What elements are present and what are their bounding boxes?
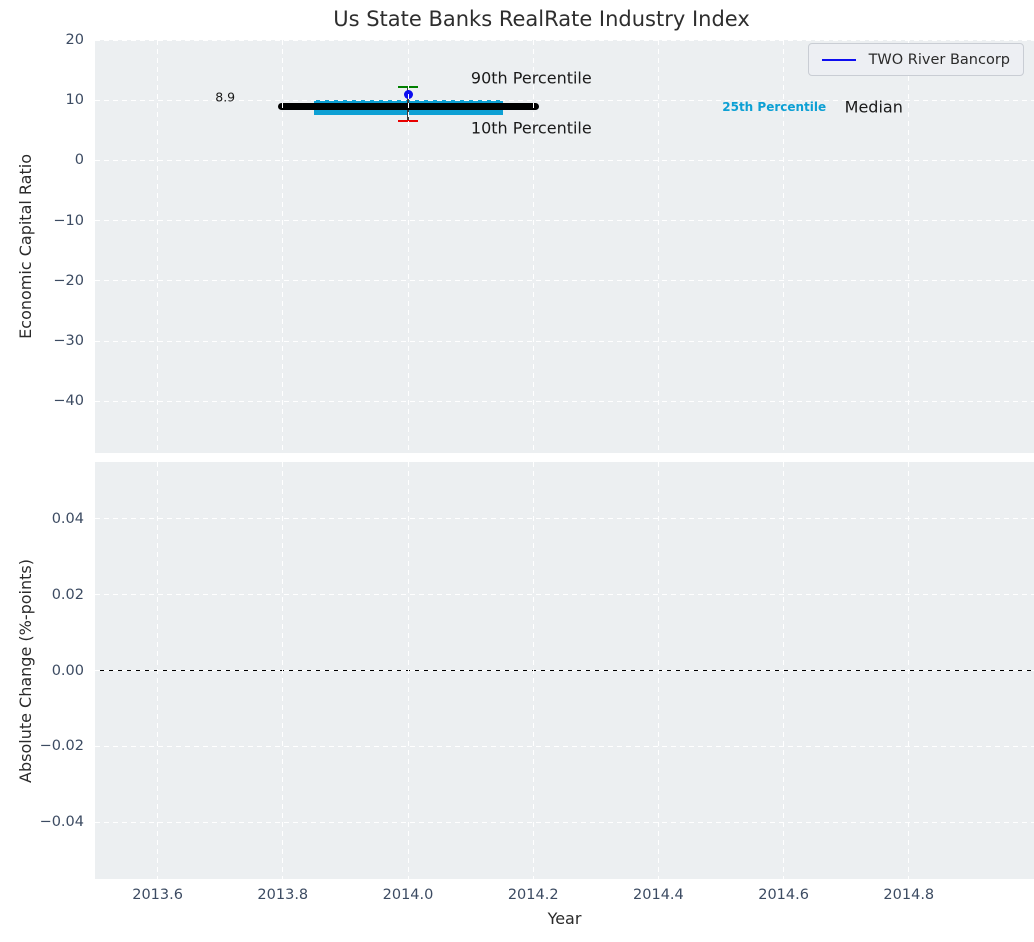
gridline-horizontal bbox=[95, 159, 1034, 161]
gridline-horizontal bbox=[95, 40, 1034, 41]
legend-entry-label: TWO River Bancorp bbox=[868, 51, 1010, 68]
annotation-p10-label: 10th Percentile bbox=[470, 118, 592, 138]
y-tick-label: 20 bbox=[65, 32, 84, 48]
y-tick-label: 0.04 bbox=[51, 510, 84, 527]
gridline-vertical bbox=[157, 40, 159, 453]
gridline-vertical bbox=[657, 40, 659, 453]
y-tick-label: 0 bbox=[74, 152, 84, 169]
annotation-value-label: 8.9 bbox=[215, 89, 236, 105]
gridline-horizontal bbox=[95, 220, 1034, 222]
y-tick-label: −10 bbox=[53, 212, 84, 229]
y-tick-label: −20 bbox=[53, 272, 84, 289]
gridline-vertical bbox=[532, 40, 534, 453]
gridline-horizontal bbox=[95, 280, 1034, 282]
x-tick-label: 2014.8 bbox=[883, 887, 935, 903]
gridline-horizontal bbox=[95, 99, 1034, 101]
gridline-vertical bbox=[783, 40, 785, 453]
annotation-p90-label: 90th Percentile bbox=[470, 68, 592, 88]
y-tick-label: 10 bbox=[65, 92, 84, 109]
x-tick-label: 2014.0 bbox=[382, 887, 434, 903]
gridline-vertical bbox=[908, 40, 910, 453]
gridline-horizontal bbox=[95, 821, 1034, 823]
gridline-vertical bbox=[407, 40, 409, 453]
y-tick-label: −0.04 bbox=[39, 814, 84, 831]
x-tick-label: 2014.6 bbox=[758, 887, 809, 903]
chart-title: Us State Banks RealRate Industry Index bbox=[333, 7, 750, 31]
x-tick-label: 2014.4 bbox=[633, 887, 684, 903]
x-tick-label: 2013.6 bbox=[132, 887, 183, 903]
gridline-horizontal bbox=[95, 745, 1034, 747]
gridline-horizontal bbox=[95, 518, 1034, 520]
gridline-horizontal bbox=[95, 400, 1034, 402]
gridline-horizontal bbox=[95, 670, 1034, 671]
annotation-median-label: Median bbox=[844, 97, 903, 117]
bottom-axes bbox=[95, 462, 1034, 879]
y-tick-label: 0.00 bbox=[51, 662, 84, 679]
x-tick-label: 2013.8 bbox=[257, 887, 309, 903]
legend-line-sample bbox=[821, 58, 856, 61]
y-tick-label: −0.02 bbox=[39, 738, 84, 755]
median-line bbox=[277, 103, 540, 111]
y-tick-label: −30 bbox=[53, 333, 84, 350]
gridline-horizontal bbox=[95, 340, 1034, 342]
x-tick-label: 2014.2 bbox=[507, 887, 559, 903]
annotation-p25-label: 25th Percentile bbox=[722, 100, 827, 114]
x-axis-label: Year bbox=[547, 909, 582, 928]
top-axes: TWO River Bancorp 90th Percentile 10th Pe… bbox=[95, 40, 1034, 453]
gridline-vertical bbox=[282, 40, 284, 453]
gridline-horizontal bbox=[95, 594, 1034, 596]
legend: TWO River Bancorp bbox=[807, 43, 1024, 76]
y-tick-label: 0.02 bbox=[51, 586, 84, 603]
y-tick-label: −40 bbox=[53, 393, 84, 410]
